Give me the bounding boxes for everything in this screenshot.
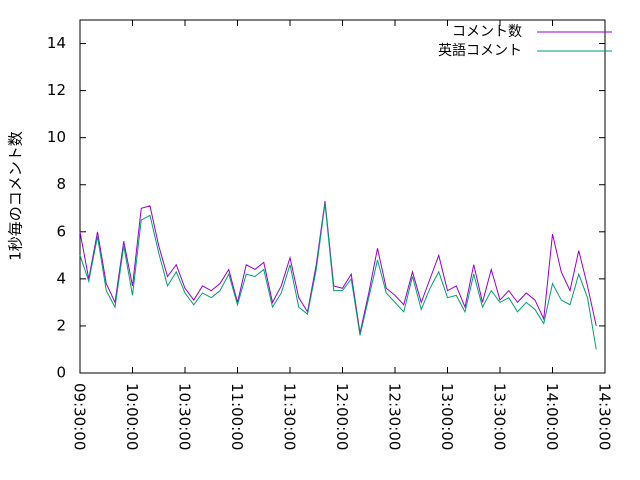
y-tick-label: 8 bbox=[56, 175, 66, 193]
x-tick-label: 12:00:00 bbox=[333, 383, 351, 450]
x-tick-label: 10:30:00 bbox=[176, 383, 194, 450]
y-tick-label: 0 bbox=[56, 364, 66, 382]
legend-label: 英語コメント bbox=[438, 42, 522, 59]
y-tick-label: 10 bbox=[47, 128, 66, 146]
plot-frame bbox=[79, 19, 606, 374]
series-line bbox=[79, 201, 597, 334]
x-tick-label: 12:30:00 bbox=[386, 383, 404, 450]
legend-label: コメント数 bbox=[452, 24, 522, 40]
y-tick-label: 6 bbox=[56, 222, 66, 240]
y-tick-label: 14 bbox=[47, 34, 66, 52]
y-axis-label: 1秒毎のコメント数 bbox=[7, 131, 25, 261]
y-tick-label: 4 bbox=[56, 269, 66, 287]
x-tick-label: 11:30:00 bbox=[281, 383, 299, 450]
y-tick-label: 2 bbox=[56, 316, 66, 334]
y-tick-label: 12 bbox=[47, 81, 66, 99]
x-tick-label: 13:00:00 bbox=[438, 383, 456, 450]
series-line bbox=[79, 203, 597, 350]
x-tick-label: 11:00:00 bbox=[228, 383, 246, 450]
x-tick-label: 13:30:00 bbox=[491, 383, 509, 450]
x-tick-label: 14:00:00 bbox=[543, 383, 561, 450]
x-tick-label: 09:30:00 bbox=[71, 383, 89, 450]
x-tick-label: 14:30:00 bbox=[596, 383, 614, 450]
x-tick-label: 10:00:00 bbox=[123, 383, 141, 450]
